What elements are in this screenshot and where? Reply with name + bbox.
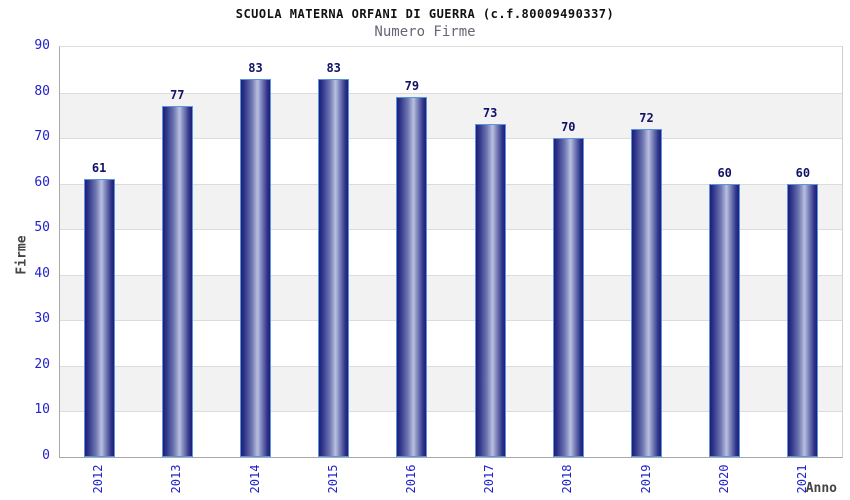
bar (474, 124, 506, 457)
bar (709, 183, 741, 457)
chart-title: SCUOLA MATERNA ORFANI DI GUERRA (c.f.800… (235, 7, 615, 21)
y-tick-label: 10 (34, 402, 50, 418)
bar (161, 106, 193, 457)
x-tick-label: 2014 (247, 464, 262, 494)
bar-value-label: 72 (639, 111, 654, 125)
bar (396, 97, 428, 457)
gridline (60, 229, 842, 231)
bar (552, 138, 584, 457)
y-axis-title: Firme (14, 235, 30, 275)
y-tick-label: 40 (34, 265, 50, 281)
x-tick-label: 2018 (560, 464, 575, 494)
x-tick-label: 2015 (325, 464, 340, 494)
gridline (60, 411, 842, 413)
y-tick-label: 80 (34, 83, 50, 99)
y-tick-label: 60 (34, 174, 50, 190)
x-tick-label: 2020 (716, 464, 731, 494)
bar (318, 78, 350, 457)
bar-value-label: 73 (482, 106, 498, 121)
gridline (60, 274, 842, 276)
bar (240, 78, 271, 457)
gridline (60, 320, 842, 322)
y-tick-label: 30 (34, 311, 50, 327)
bar-value-label: 60 (795, 165, 811, 180)
x-tick-label: 2017 (482, 464, 497, 494)
gridline (60, 138, 842, 140)
bar-value-label: 83 (326, 60, 341, 75)
bar-value-label: 79 (404, 79, 420, 94)
y-tick-label: 90 (34, 38, 50, 53)
bar-value-label: 77 (170, 88, 185, 103)
y-tick-label: 0 (42, 448, 50, 463)
y-tick-label: 70 (34, 129, 50, 145)
bar-value-label: 60 (717, 165, 732, 180)
x-tick-label: 2019 (638, 464, 653, 494)
x-tick-label: 2012 (91, 464, 106, 494)
x-axis-title: Anno (805, 481, 837, 496)
bar (631, 129, 662, 457)
y-tick-label: 20 (34, 356, 50, 372)
bar (83, 179, 115, 457)
bar (787, 183, 819, 457)
chart-subtitle: Numero Firme (374, 24, 476, 40)
bar-value-label: 70 (561, 120, 576, 135)
y-tick-label: 50 (34, 220, 50, 236)
x-tick-label: 2016 (403, 464, 418, 494)
gridline (60, 183, 842, 185)
gridline (60, 92, 842, 94)
gridline (60, 365, 842, 367)
bar-value-label: 83 (248, 60, 263, 75)
plot-area: 61 77 83 83 79 73 70 72 60 60 (59, 46, 843, 458)
x-tick-label: 2013 (169, 464, 184, 494)
bar-value-label: 61 (91, 161, 107, 176)
